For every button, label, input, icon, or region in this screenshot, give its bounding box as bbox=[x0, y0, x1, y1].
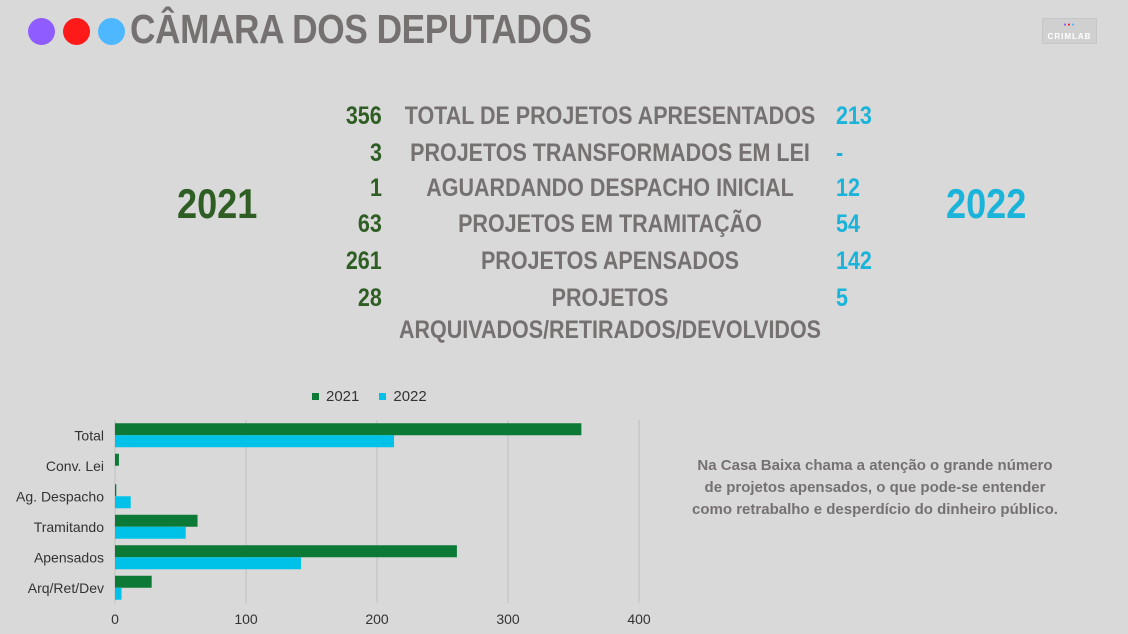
stat-value-2022: 142 bbox=[836, 247, 872, 275]
stat-label: AGUARDANDO DESPACHO INICIAL bbox=[426, 174, 794, 202]
stat-value-2022: 54 bbox=[836, 210, 860, 238]
bar-chart: 0 100 200 300 400 Total Conv. Lei Ag. Despacho T… bbox=[16, 420, 651, 627]
bar-2021-1 bbox=[115, 453, 119, 466]
bar-2021-4 bbox=[115, 545, 457, 558]
legend-swatch-2021 bbox=[312, 393, 319, 400]
page-title: CÂMARA DOS DEPUTADOS bbox=[130, 6, 592, 52]
blue-dot-icon bbox=[98, 18, 125, 45]
y-tick-label: Tramitando bbox=[34, 519, 105, 535]
stat-value-2021: 3 bbox=[370, 139, 382, 167]
stat-value-2021: 1 bbox=[370, 174, 382, 202]
bar-2022-3 bbox=[115, 526, 186, 539]
y-tick-label: Total bbox=[74, 427, 104, 443]
bar-2021-2 bbox=[115, 484, 117, 497]
bar-2021-0 bbox=[115, 423, 582, 436]
stat-label: PROJETOS EM TRAMITAÇÃO bbox=[458, 210, 762, 238]
stat-row-total: 356 TOTAL DE PROJETOS APRESENTADOS 213 bbox=[330, 101, 890, 137]
stat-row-lei: 3 PROJETOS TRANSFORMADOS EM LEI - bbox=[330, 138, 890, 174]
bar-2022-5 bbox=[115, 587, 122, 600]
legend-swatch-2022 bbox=[379, 393, 387, 400]
bar-2022-0 bbox=[115, 435, 395, 448]
stat-label: PROJETOS APENSADOS bbox=[480, 247, 740, 275]
stat-value-2022: - bbox=[836, 139, 844, 167]
stat-row-tramitacao: 63 PROJETOS EM TRAMITAÇÃO 54 bbox=[330, 209, 890, 245]
stat-value-2022: 12 bbox=[836, 174, 860, 202]
bar-2022-4 bbox=[115, 557, 302, 570]
y-tick-label: Ag. Despacho bbox=[16, 488, 104, 504]
stat-value-2021: 261 bbox=[346, 247, 382, 275]
stat-value-2021: 28 bbox=[358, 284, 382, 312]
bar-2021-5 bbox=[115, 575, 152, 588]
legend-label-2021: 2021 bbox=[326, 388, 360, 405]
stat-row-apensados: 261 PROJETOS APENSADOS 142 bbox=[330, 246, 890, 282]
stat-label-line2: ARQUIVADOS/RETIRADOS/DEVOLVIDOS bbox=[398, 316, 822, 344]
red-dot-icon bbox=[63, 18, 90, 45]
stat-value-2021: 356 bbox=[346, 102, 382, 130]
x-tick-label: 200 bbox=[365, 611, 389, 627]
stat-value-2022: 5 bbox=[836, 284, 848, 312]
x-tick-label: 0 bbox=[111, 611, 119, 627]
purple-dot-icon bbox=[28, 18, 55, 45]
commentary-note: Na Casa Baixa chama a atenção o grande n… bbox=[692, 457, 1058, 518]
stat-value-2021: 63 bbox=[358, 210, 382, 238]
logo-dots-icon: ●●● bbox=[1063, 22, 1076, 28]
bar-2022-2 bbox=[115, 496, 131, 509]
logo-text: CRIMLAB bbox=[1047, 32, 1092, 41]
year-2021-label: 2021 bbox=[177, 180, 258, 227]
legend-item-2021: 2021 bbox=[312, 388, 359, 405]
x-tick-label: 300 bbox=[496, 611, 520, 627]
stat-label: PROJETOS TRANSFORMADOS EM LEI bbox=[410, 139, 810, 167]
stat-label: TOTAL DE PROJETOS APRESENTADOS bbox=[404, 102, 816, 130]
header-dots bbox=[28, 18, 125, 45]
y-tick-label: Conv. Lei bbox=[46, 458, 104, 474]
year-2022-label: 2022 bbox=[946, 180, 1027, 227]
legend-label-2022: 2022 bbox=[393, 388, 427, 405]
legend-item-2022: 2022 bbox=[379, 388, 427, 405]
y-tick-label: Arq/Ret/Dev bbox=[28, 580, 104, 596]
x-tick-label: 400 bbox=[627, 611, 651, 627]
stat-row-despacho: 1 AGUARDANDO DESPACHO INICIAL 12 bbox=[330, 173, 890, 209]
chart-legend: 2021 2022 bbox=[312, 388, 427, 405]
stat-row-arquivados: 28 PROJETOS ARQUIVADOS/RETIRADOS/DEVOLVI… bbox=[330, 283, 890, 347]
stat-label: PROJETOS bbox=[551, 284, 669, 312]
bar-2021-3 bbox=[115, 514, 198, 527]
crimlab-logo: ●●● CRIMLAB bbox=[1042, 18, 1097, 44]
y-tick-label: Apensados bbox=[34, 549, 104, 565]
x-tick-label: 100 bbox=[234, 611, 258, 627]
stat-value-2022: 213 bbox=[836, 102, 872, 130]
